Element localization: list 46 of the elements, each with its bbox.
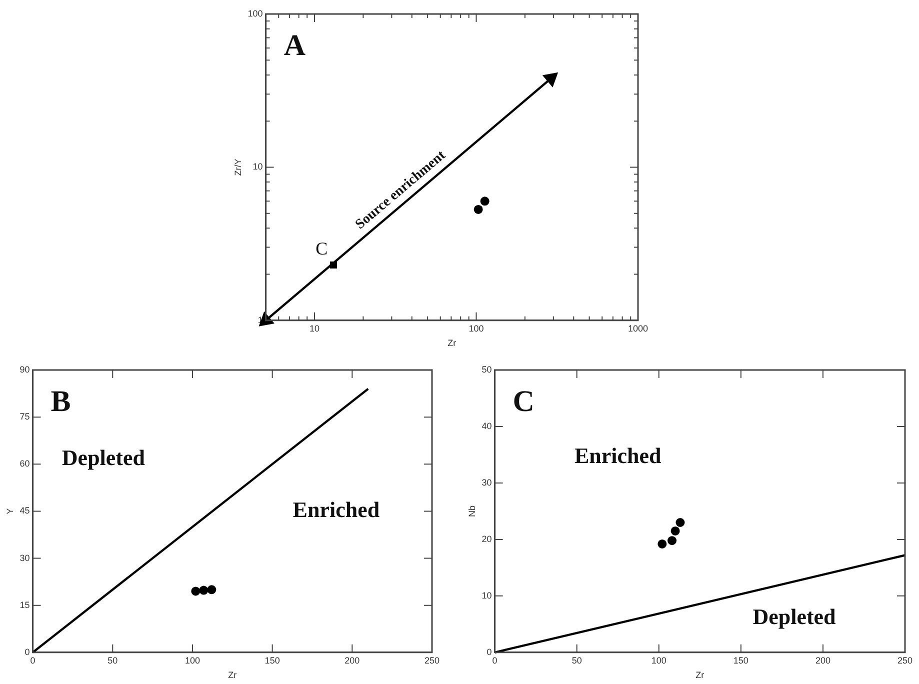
text: A [284,28,306,62]
y-tick-label: 45 [20,506,30,516]
y-tick-label: 15 [20,600,30,610]
annotation: C [316,238,328,259]
x-tick-label: 200 [344,655,360,666]
point [676,518,685,527]
annotation: Enriched [292,496,380,522]
x-tick-label: 150 [264,655,280,666]
point [668,536,677,546]
y-tick-label: 0 [486,646,492,657]
x-tick-label: 100 [184,655,200,666]
x-tick-label: 150 [733,655,748,666]
y-tick-label: 50 [482,364,492,374]
x-tick-label: 100 [651,655,666,666]
annotation: Enriched [574,443,662,468]
y-tick-label: 10 [482,590,492,600]
x-tick-label: 50 [108,655,118,666]
x-tick-label: 200 [815,655,830,666]
point [658,539,667,548]
x-tick-label: 50 [572,655,582,666]
x-axis-title: Zr [448,338,456,348]
y-tick-label: 90 [20,364,30,374]
x-tick-label: 250 [424,655,440,666]
y-tick-label: 0 [24,646,30,657]
y-axis-title: Y [4,508,15,514]
y-tick-label: 30 [482,477,492,488]
y-tick-label: 10 [252,162,263,172]
y-tick-label: 30 [20,552,30,563]
y-tick-label: 75 [20,412,30,422]
text: B [50,384,71,418]
y-tick-label: 60 [20,458,30,469]
text: C [512,384,534,418]
y-tick-label: 40 [482,420,492,431]
y-axis-title: Zr/Y [232,158,243,176]
annotation: Depleted [62,445,146,470]
x-tick-label: 10 [310,323,320,334]
y-tick-label: 100 [248,8,263,18]
x-tick-label: 100 [468,323,484,334]
x-axis-title: Zr [696,670,704,680]
x-tick-label: 1000 [628,323,648,334]
y-tick-label: 20 [482,534,492,544]
x-axis-title: Zr [228,670,237,680]
annotation: Depleted [752,604,836,630]
y-axis-title: Nb [466,505,477,517]
x-tick-label: 250 [897,655,913,666]
point [670,526,680,536]
